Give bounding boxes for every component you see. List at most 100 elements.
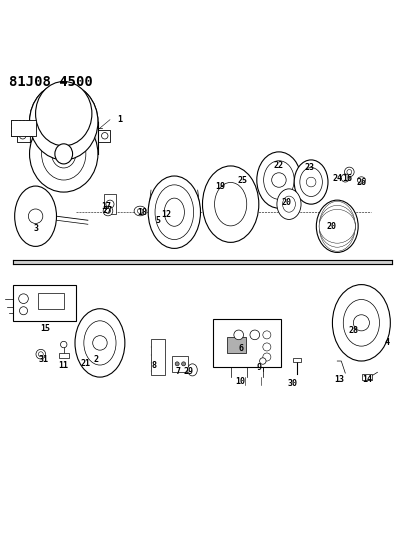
Text: 31: 31 <box>38 354 49 364</box>
Text: 1: 1 <box>117 115 123 124</box>
Circle shape <box>36 349 46 359</box>
Text: 14: 14 <box>362 375 373 384</box>
Bar <box>59 353 68 358</box>
Text: 27: 27 <box>103 206 113 215</box>
Text: 11: 11 <box>59 360 69 369</box>
Ellipse shape <box>148 176 200 248</box>
Circle shape <box>260 358 266 364</box>
Text: 30: 30 <box>288 378 298 387</box>
Bar <box>38 293 64 309</box>
Text: 7: 7 <box>176 367 181 376</box>
Text: 16: 16 <box>342 174 352 182</box>
Text: 10: 10 <box>236 377 246 386</box>
Circle shape <box>60 341 67 348</box>
Text: 13: 13 <box>334 375 344 384</box>
Ellipse shape <box>343 300 379 346</box>
Ellipse shape <box>300 167 322 197</box>
Circle shape <box>157 206 172 221</box>
Circle shape <box>160 209 168 217</box>
Circle shape <box>106 208 111 213</box>
Ellipse shape <box>188 364 197 376</box>
Text: 15: 15 <box>40 325 51 333</box>
Circle shape <box>272 173 286 187</box>
Ellipse shape <box>316 200 358 253</box>
Circle shape <box>28 209 43 223</box>
Ellipse shape <box>137 208 143 213</box>
Ellipse shape <box>155 185 194 239</box>
Text: 23: 23 <box>304 164 314 173</box>
Bar <box>87 351 93 367</box>
Ellipse shape <box>202 166 259 243</box>
Bar <box>362 374 372 381</box>
Text: 26: 26 <box>356 177 367 187</box>
Text: 8: 8 <box>152 360 157 369</box>
Circle shape <box>234 330 243 340</box>
Ellipse shape <box>294 160 328 204</box>
Ellipse shape <box>319 201 355 251</box>
Ellipse shape <box>264 161 294 199</box>
Text: 20: 20 <box>326 222 336 231</box>
Circle shape <box>263 331 271 339</box>
Ellipse shape <box>257 152 301 208</box>
Bar <box>11 120 36 136</box>
Ellipse shape <box>164 198 184 227</box>
Text: 22: 22 <box>274 161 284 171</box>
Text: 6: 6 <box>238 344 243 353</box>
Ellipse shape <box>30 84 98 160</box>
Text: 24: 24 <box>332 174 342 182</box>
Circle shape <box>263 343 271 351</box>
Text: 5: 5 <box>156 216 161 225</box>
Circle shape <box>263 353 271 361</box>
Circle shape <box>181 362 185 366</box>
Circle shape <box>19 294 28 303</box>
Circle shape <box>341 174 349 182</box>
Ellipse shape <box>84 321 116 365</box>
Polygon shape <box>13 261 392 264</box>
Circle shape <box>19 306 28 315</box>
Circle shape <box>345 167 354 177</box>
Ellipse shape <box>277 189 301 220</box>
Text: 20: 20 <box>282 198 292 207</box>
Ellipse shape <box>52 140 76 168</box>
Circle shape <box>59 149 68 159</box>
Circle shape <box>102 133 108 139</box>
Ellipse shape <box>325 211 349 241</box>
Text: 3: 3 <box>33 224 38 233</box>
Circle shape <box>353 315 369 331</box>
Ellipse shape <box>357 177 365 183</box>
Text: 28: 28 <box>348 326 358 335</box>
Circle shape <box>103 206 113 216</box>
Bar <box>85 349 95 352</box>
Bar <box>30 122 98 154</box>
Bar <box>151 339 166 375</box>
Ellipse shape <box>36 82 92 146</box>
Text: 25: 25 <box>238 175 248 184</box>
Text: 17: 17 <box>101 201 111 211</box>
Circle shape <box>306 177 316 187</box>
Ellipse shape <box>134 206 146 216</box>
Text: 2: 2 <box>94 354 98 364</box>
Ellipse shape <box>319 209 355 243</box>
Ellipse shape <box>55 144 72 164</box>
Text: 19: 19 <box>215 182 226 191</box>
Text: 81J08 4500: 81J08 4500 <box>9 76 93 90</box>
Text: 29: 29 <box>183 367 194 376</box>
Circle shape <box>347 169 352 174</box>
Ellipse shape <box>333 285 390 361</box>
Bar <box>227 337 246 353</box>
Bar <box>293 358 301 362</box>
Circle shape <box>175 362 179 366</box>
Text: 4: 4 <box>385 338 390 348</box>
Ellipse shape <box>42 128 86 180</box>
Ellipse shape <box>319 205 355 247</box>
Ellipse shape <box>215 182 247 226</box>
Circle shape <box>38 352 43 357</box>
Circle shape <box>106 200 114 208</box>
Ellipse shape <box>30 116 98 192</box>
Ellipse shape <box>283 196 295 212</box>
Text: 12: 12 <box>161 209 171 219</box>
Bar <box>173 356 188 372</box>
Text: 21: 21 <box>81 359 91 368</box>
Text: 9: 9 <box>256 362 261 372</box>
Bar <box>13 285 76 321</box>
